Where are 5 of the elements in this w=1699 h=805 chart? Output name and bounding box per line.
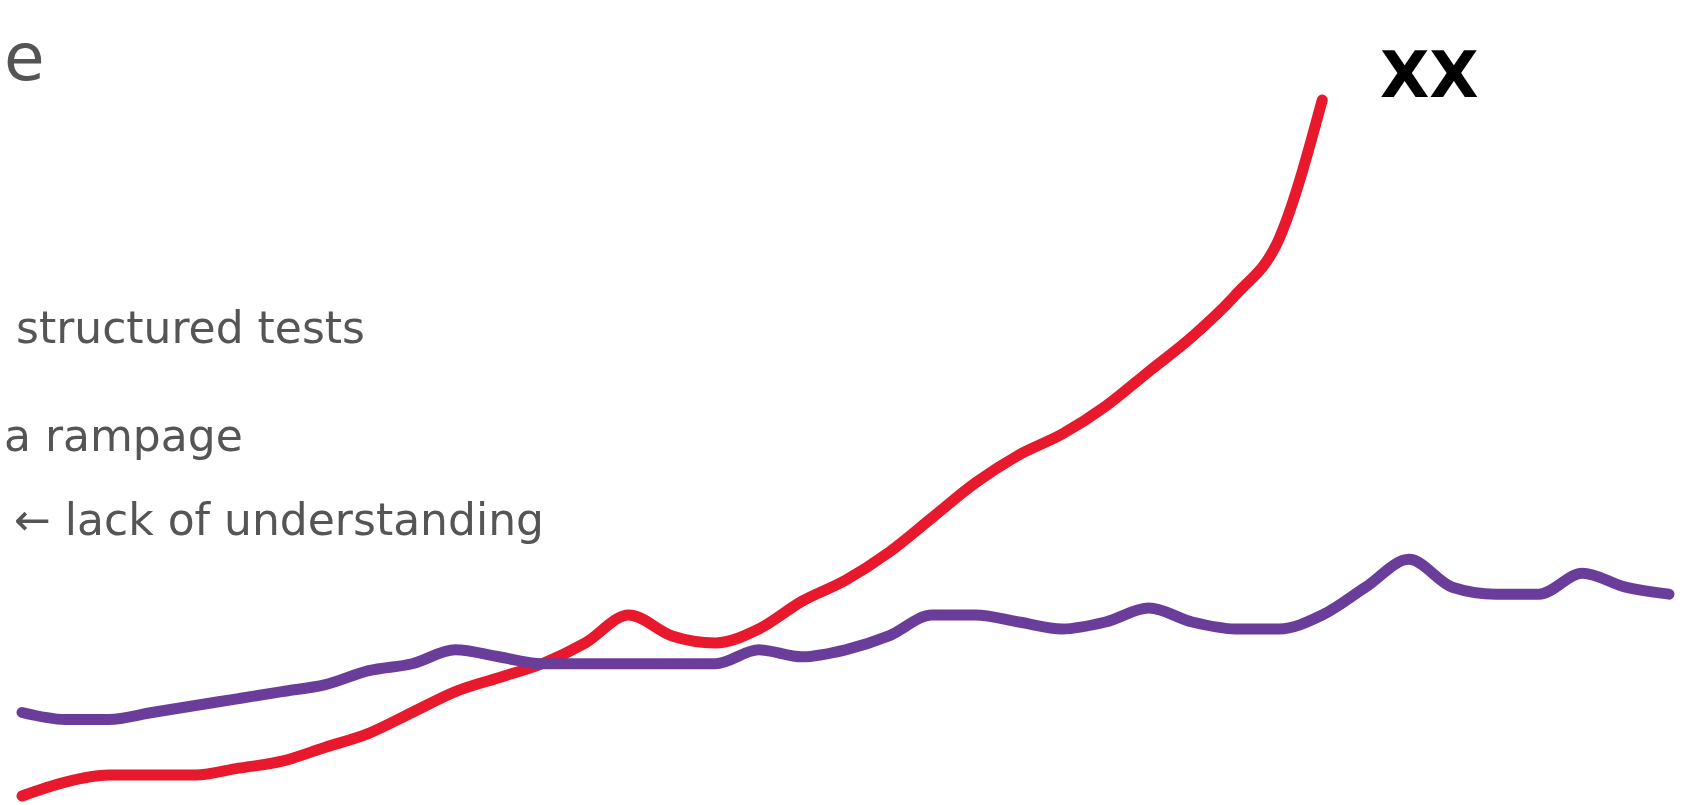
annotation: structured tests	[16, 302, 366, 353]
annotation: XX	[1380, 38, 1479, 112]
annotation: ← lack of understanding	[14, 494, 544, 545]
annotation: a rampage	[4, 410, 243, 461]
chart-title: e	[4, 19, 45, 96]
